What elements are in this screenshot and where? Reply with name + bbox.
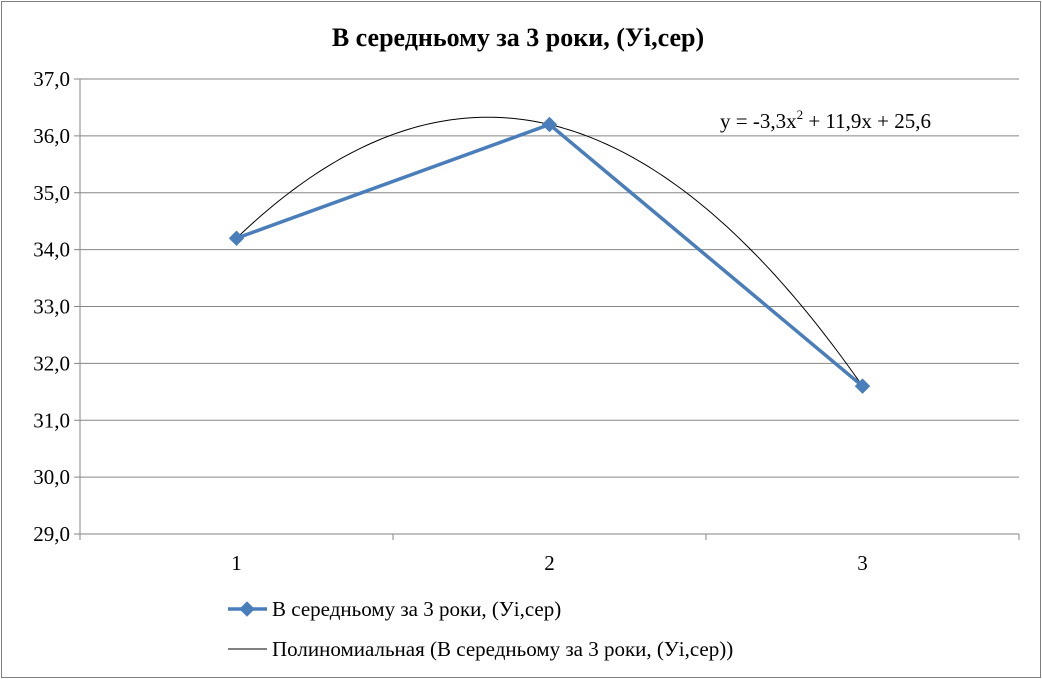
y-tick-label: 29,0: [33, 522, 70, 546]
y-tick-label: 33,0: [33, 295, 70, 319]
y-tick-label: 37,0: [33, 67, 70, 91]
trendline-group: [236, 116, 863, 387]
series-line: [235, 122, 864, 388]
y-tick-label: 36,0: [33, 124, 70, 148]
legend-entry-trendline[interactable]: Полиномиальная (В середньому за 3 роки, …: [228, 637, 733, 661]
data-point-marker[interactable]: [854, 378, 871, 394]
x-tick-label: 1: [231, 551, 242, 575]
axes: [74, 78, 1020, 540]
y-tick-label: 34,0: [33, 238, 70, 262]
polynomial-trendline: [236, 116, 863, 387]
legend-trendline-label: Полиномиальная (В середньому за 3 роки, …: [272, 637, 733, 661]
x-axis-tick-labels: 1 2 3: [231, 551, 868, 575]
gridlines: [80, 78, 1019, 478]
series-group: [228, 116, 871, 394]
trendline-equation: y = -3,3x2 + 11,9x + 25,6: [720, 107, 931, 133]
chart-title: В середньому за 3 роки, (Уі,сер): [332, 23, 704, 52]
x-tick-label: 3: [857, 551, 868, 575]
legend-entry-series[interactable]: В середньому за 3 роки, (Уі,сер): [228, 597, 561, 621]
trendline-equation-lead: y = -3,3x: [720, 109, 797, 133]
legend: В середньому за 3 роки, (Уі,сер) Полином…: [228, 597, 733, 661]
x-tick-label: 2: [544, 551, 555, 575]
y-tick-label: 35,0: [33, 181, 70, 205]
y-tick-label: 31,0: [33, 408, 70, 432]
trendline-equation-tail: + 11,9x + 25,6: [803, 109, 931, 133]
y-axis-tick-labels: 29,0 30,0 31,0 32,0 33,0 34,0 35,0 36,0 37,0: [33, 67, 70, 546]
legend-series-label: В середньому за 3 роки, (Уі,сер): [272, 597, 561, 621]
data-point-marker[interactable]: [228, 230, 245, 246]
y-tick-label: 30,0: [33, 465, 70, 489]
data-point-marker[interactable]: [541, 116, 558, 133]
y-tick-label: 32,0: [33, 351, 70, 375]
trendline-equation-exponent: 2: [797, 107, 804, 122]
legend-series-diamond-icon: [239, 601, 255, 617]
